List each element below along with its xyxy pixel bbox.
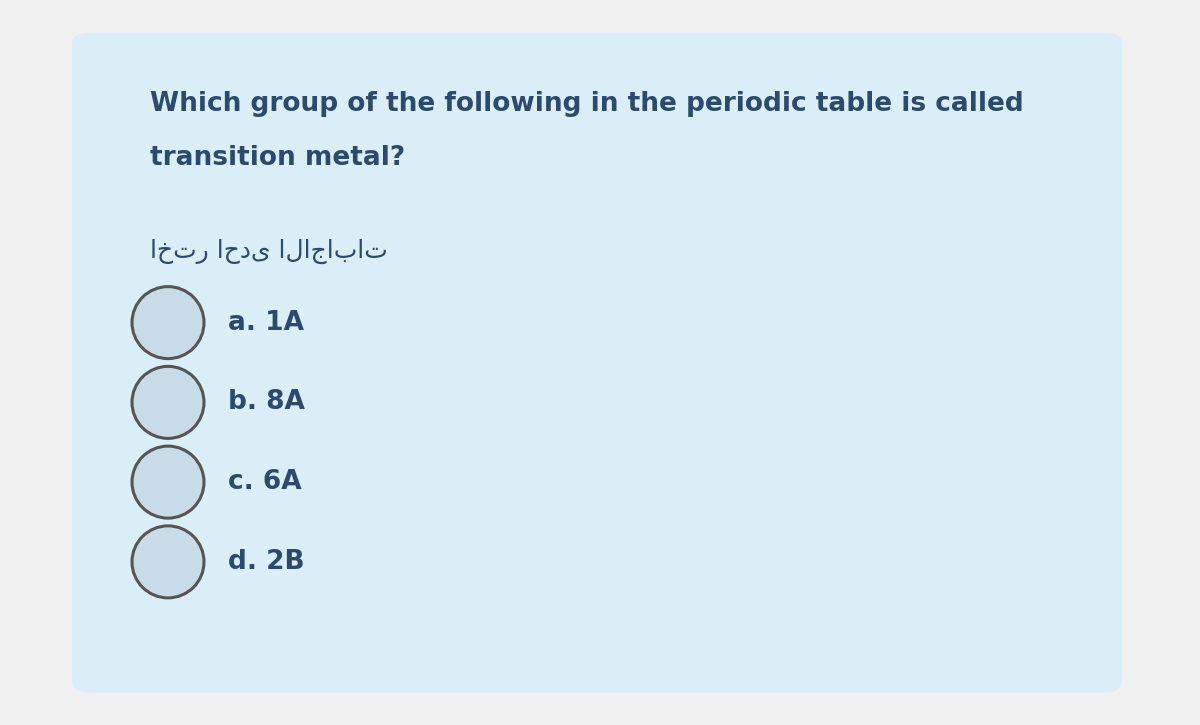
Text: اختر احدى الاجابات: اختر احدى الاجابات <box>150 239 388 265</box>
Text: c. 6A: c. 6A <box>228 469 301 495</box>
Text: b. 8A: b. 8A <box>228 389 305 415</box>
Ellipse shape <box>132 446 204 518</box>
Text: Which group of the following in the periodic table is called: Which group of the following in the peri… <box>150 91 1024 117</box>
Text: a. 1A: a. 1A <box>228 310 304 336</box>
Text: d. 2B: d. 2B <box>228 549 305 575</box>
FancyBboxPatch shape <box>72 33 1122 692</box>
Ellipse shape <box>132 526 204 598</box>
Text: transition metal?: transition metal? <box>150 145 406 171</box>
Ellipse shape <box>132 366 204 439</box>
Ellipse shape <box>132 286 204 359</box>
